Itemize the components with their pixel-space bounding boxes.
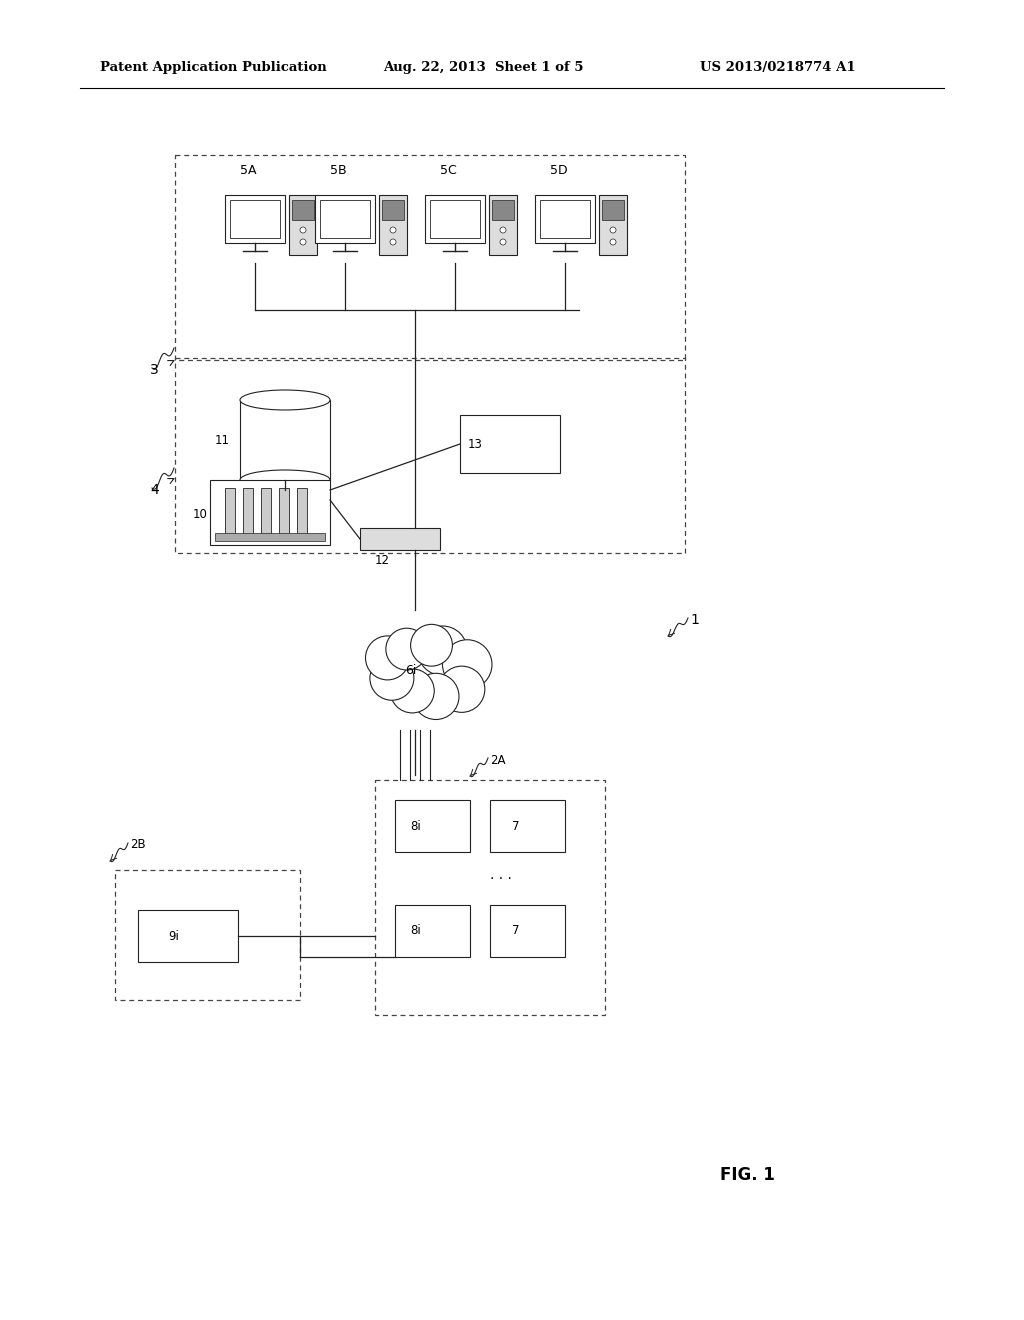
Bar <box>297 488 307 537</box>
Circle shape <box>438 667 484 713</box>
Bar <box>210 480 330 545</box>
Bar <box>175 154 685 360</box>
Text: 8i: 8i <box>410 924 421 937</box>
Text: . . .: . . . <box>490 869 512 882</box>
Text: 2B: 2B <box>130 838 145 851</box>
Bar <box>490 800 565 851</box>
Text: Aug. 22, 2013  Sheet 1 of 5: Aug. 22, 2013 Sheet 1 of 5 <box>383 62 584 74</box>
Bar <box>599 195 627 255</box>
Circle shape <box>411 624 453 667</box>
Bar <box>225 488 234 537</box>
Circle shape <box>500 227 506 234</box>
Circle shape <box>390 239 396 246</box>
Text: FIG. 1: FIG. 1 <box>720 1166 775 1184</box>
Bar <box>292 201 314 220</box>
Text: 5A: 5A <box>240 164 256 177</box>
Circle shape <box>418 626 467 676</box>
Ellipse shape <box>240 389 330 411</box>
Circle shape <box>370 656 414 700</box>
Bar <box>395 800 470 851</box>
Text: 8i: 8i <box>410 820 421 833</box>
Circle shape <box>500 239 506 246</box>
Circle shape <box>366 636 410 680</box>
Text: 7: 7 <box>512 820 519 833</box>
Bar <box>460 414 560 473</box>
Bar <box>261 488 271 537</box>
Text: 4: 4 <box>150 483 159 498</box>
Circle shape <box>300 227 306 234</box>
Bar <box>175 358 685 553</box>
Text: 5C: 5C <box>440 164 457 177</box>
Circle shape <box>413 673 459 719</box>
Circle shape <box>385 640 445 700</box>
Bar <box>240 400 330 480</box>
Bar <box>395 906 470 957</box>
Bar <box>138 909 238 962</box>
Circle shape <box>610 239 616 246</box>
Bar <box>489 195 517 255</box>
Text: 5B: 5B <box>330 164 347 177</box>
Bar <box>430 201 480 238</box>
Text: US 2013/0218774 A1: US 2013/0218774 A1 <box>700 62 856 74</box>
Circle shape <box>442 640 492 689</box>
Bar <box>230 201 280 238</box>
Bar <box>425 195 485 243</box>
Bar <box>375 780 605 1015</box>
Bar <box>319 201 370 238</box>
Bar <box>225 195 285 243</box>
Text: 10: 10 <box>193 508 208 521</box>
Circle shape <box>300 239 306 246</box>
Circle shape <box>610 227 616 234</box>
Circle shape <box>390 669 434 713</box>
Bar <box>382 201 404 220</box>
Bar <box>602 201 624 220</box>
Text: 6i: 6i <box>406 664 417 676</box>
Text: 3: 3 <box>150 363 159 378</box>
Circle shape <box>386 628 428 671</box>
Text: 11: 11 <box>215 433 230 446</box>
Bar <box>243 488 253 537</box>
Text: 9i: 9i <box>168 929 179 942</box>
Bar <box>490 906 565 957</box>
Ellipse shape <box>240 470 330 490</box>
Text: Patent Application Publication: Patent Application Publication <box>100 62 327 74</box>
Circle shape <box>390 227 396 234</box>
Bar <box>279 488 289 537</box>
Bar <box>289 195 317 255</box>
Bar <box>115 870 300 1001</box>
Bar <box>315 195 375 243</box>
Bar <box>492 201 514 220</box>
Bar <box>535 195 595 243</box>
Bar <box>540 201 590 238</box>
Text: 5D: 5D <box>550 164 567 177</box>
Text: 12: 12 <box>375 553 390 566</box>
Text: 7: 7 <box>512 924 519 937</box>
Bar <box>215 533 325 541</box>
Bar <box>379 195 407 255</box>
Text: 1: 1 <box>690 612 698 627</box>
Text: 13: 13 <box>468 438 483 451</box>
Text: 2A: 2A <box>490 754 506 767</box>
Bar <box>360 528 440 550</box>
